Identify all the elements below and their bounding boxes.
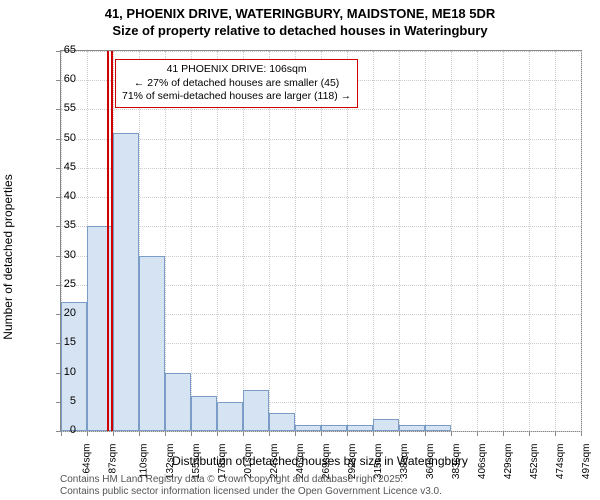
chart-container: 41, PHOENIX DRIVE, WATERINGBURY, MAIDSTO…	[0, 0, 600, 500]
histogram-bar	[191, 396, 217, 431]
x-tick-mark	[113, 431, 114, 436]
x-tick-mark	[139, 431, 140, 436]
info-box-line: ← 27% of detached houses are smaller (45…	[122, 77, 351, 91]
y-tick-label: 65	[46, 44, 76, 56]
y-tick-label: 45	[46, 161, 76, 173]
histogram-bar	[269, 413, 295, 431]
y-tick-label: 60	[46, 73, 76, 85]
x-tick-mark	[87, 431, 88, 436]
y-tick-label: 15	[46, 336, 76, 348]
attribution: Contains HM Land Registry data © Crown c…	[60, 474, 442, 498]
x-tick-mark	[425, 431, 426, 436]
x-tick-mark	[321, 431, 322, 436]
chart-title-line2: Size of property relative to detached ho…	[0, 23, 600, 38]
x-tick-mark	[555, 431, 556, 436]
grid-line-v	[425, 51, 426, 431]
y-tick-label: 20	[46, 307, 76, 319]
attribution-line1: Contains HM Land Registry data © Crown c…	[60, 474, 442, 486]
grid-line-v	[191, 51, 192, 431]
x-axis-label: Distribution of detached houses by size …	[60, 454, 580, 468]
info-box-line: 41 PHOENIX DRIVE: 106sqm	[122, 63, 351, 77]
x-tick-mark	[529, 431, 530, 436]
marker-line	[107, 51, 109, 431]
histogram-bar	[295, 425, 321, 431]
x-tick-mark	[373, 431, 374, 436]
y-axis-label: Number of detached properties	[1, 174, 15, 339]
x-tick-mark	[243, 431, 244, 436]
histogram-bar	[243, 390, 269, 431]
x-tick-mark	[451, 431, 452, 436]
histogram-bar	[321, 425, 347, 431]
grid-line-v	[477, 51, 478, 431]
grid-line-v	[347, 51, 348, 431]
marker-line	[111, 51, 113, 431]
plot-area: 41 PHOENIX DRIVE: 106sqm← 27% of detache…	[60, 50, 582, 432]
y-tick-label: 25	[46, 278, 76, 290]
x-tick-mark	[399, 431, 400, 436]
histogram-bar	[373, 419, 399, 431]
histogram-bar	[113, 133, 139, 431]
y-tick-label: 0	[46, 424, 76, 436]
x-tick-mark	[581, 431, 582, 436]
x-tick-mark	[295, 431, 296, 436]
histogram-bar	[347, 425, 373, 431]
info-box: 41 PHOENIX DRIVE: 106sqm← 27% of detache…	[115, 59, 358, 108]
info-box-line: 71% of semi-detached houses are larger (…	[122, 90, 351, 104]
chart-title-line1: 41, PHOENIX DRIVE, WATERINGBURY, MAIDSTO…	[0, 0, 600, 23]
histogram-bar	[425, 425, 451, 431]
histogram-bar	[165, 373, 191, 431]
grid-line-v	[451, 51, 452, 431]
y-tick-label: 40	[46, 190, 76, 202]
x-tick-mark	[269, 431, 270, 436]
x-tick-label: 497sqm	[581, 444, 592, 480]
x-tick-mark	[165, 431, 166, 436]
grid-line-v	[555, 51, 556, 431]
grid-line-v	[243, 51, 244, 431]
histogram-bar	[217, 402, 243, 431]
y-tick-label: 35	[46, 219, 76, 231]
histogram-bar	[87, 226, 113, 431]
grid-line-v	[399, 51, 400, 431]
histogram-bar	[399, 425, 425, 431]
grid-line-v	[217, 51, 218, 431]
grid-line-v	[295, 51, 296, 431]
x-tick-mark	[503, 431, 504, 436]
grid-line-v	[373, 51, 374, 431]
grid-line-v	[529, 51, 530, 431]
grid-line-v	[503, 51, 504, 431]
x-tick-mark	[217, 431, 218, 436]
x-tick-mark	[477, 431, 478, 436]
grid-line-v	[581, 51, 582, 431]
x-tick-mark	[191, 431, 192, 436]
y-tick-label: 10	[46, 366, 76, 378]
y-tick-label: 30	[46, 249, 76, 261]
grid-line-v	[269, 51, 270, 431]
y-tick-label: 5	[46, 395, 76, 407]
y-tick-label: 55	[46, 102, 76, 114]
attribution-line2: Contains public sector information licen…	[60, 486, 442, 498]
histogram-bar	[139, 256, 165, 431]
grid-line-v	[321, 51, 322, 431]
y-tick-label: 50	[46, 132, 76, 144]
x-tick-mark	[347, 431, 348, 436]
